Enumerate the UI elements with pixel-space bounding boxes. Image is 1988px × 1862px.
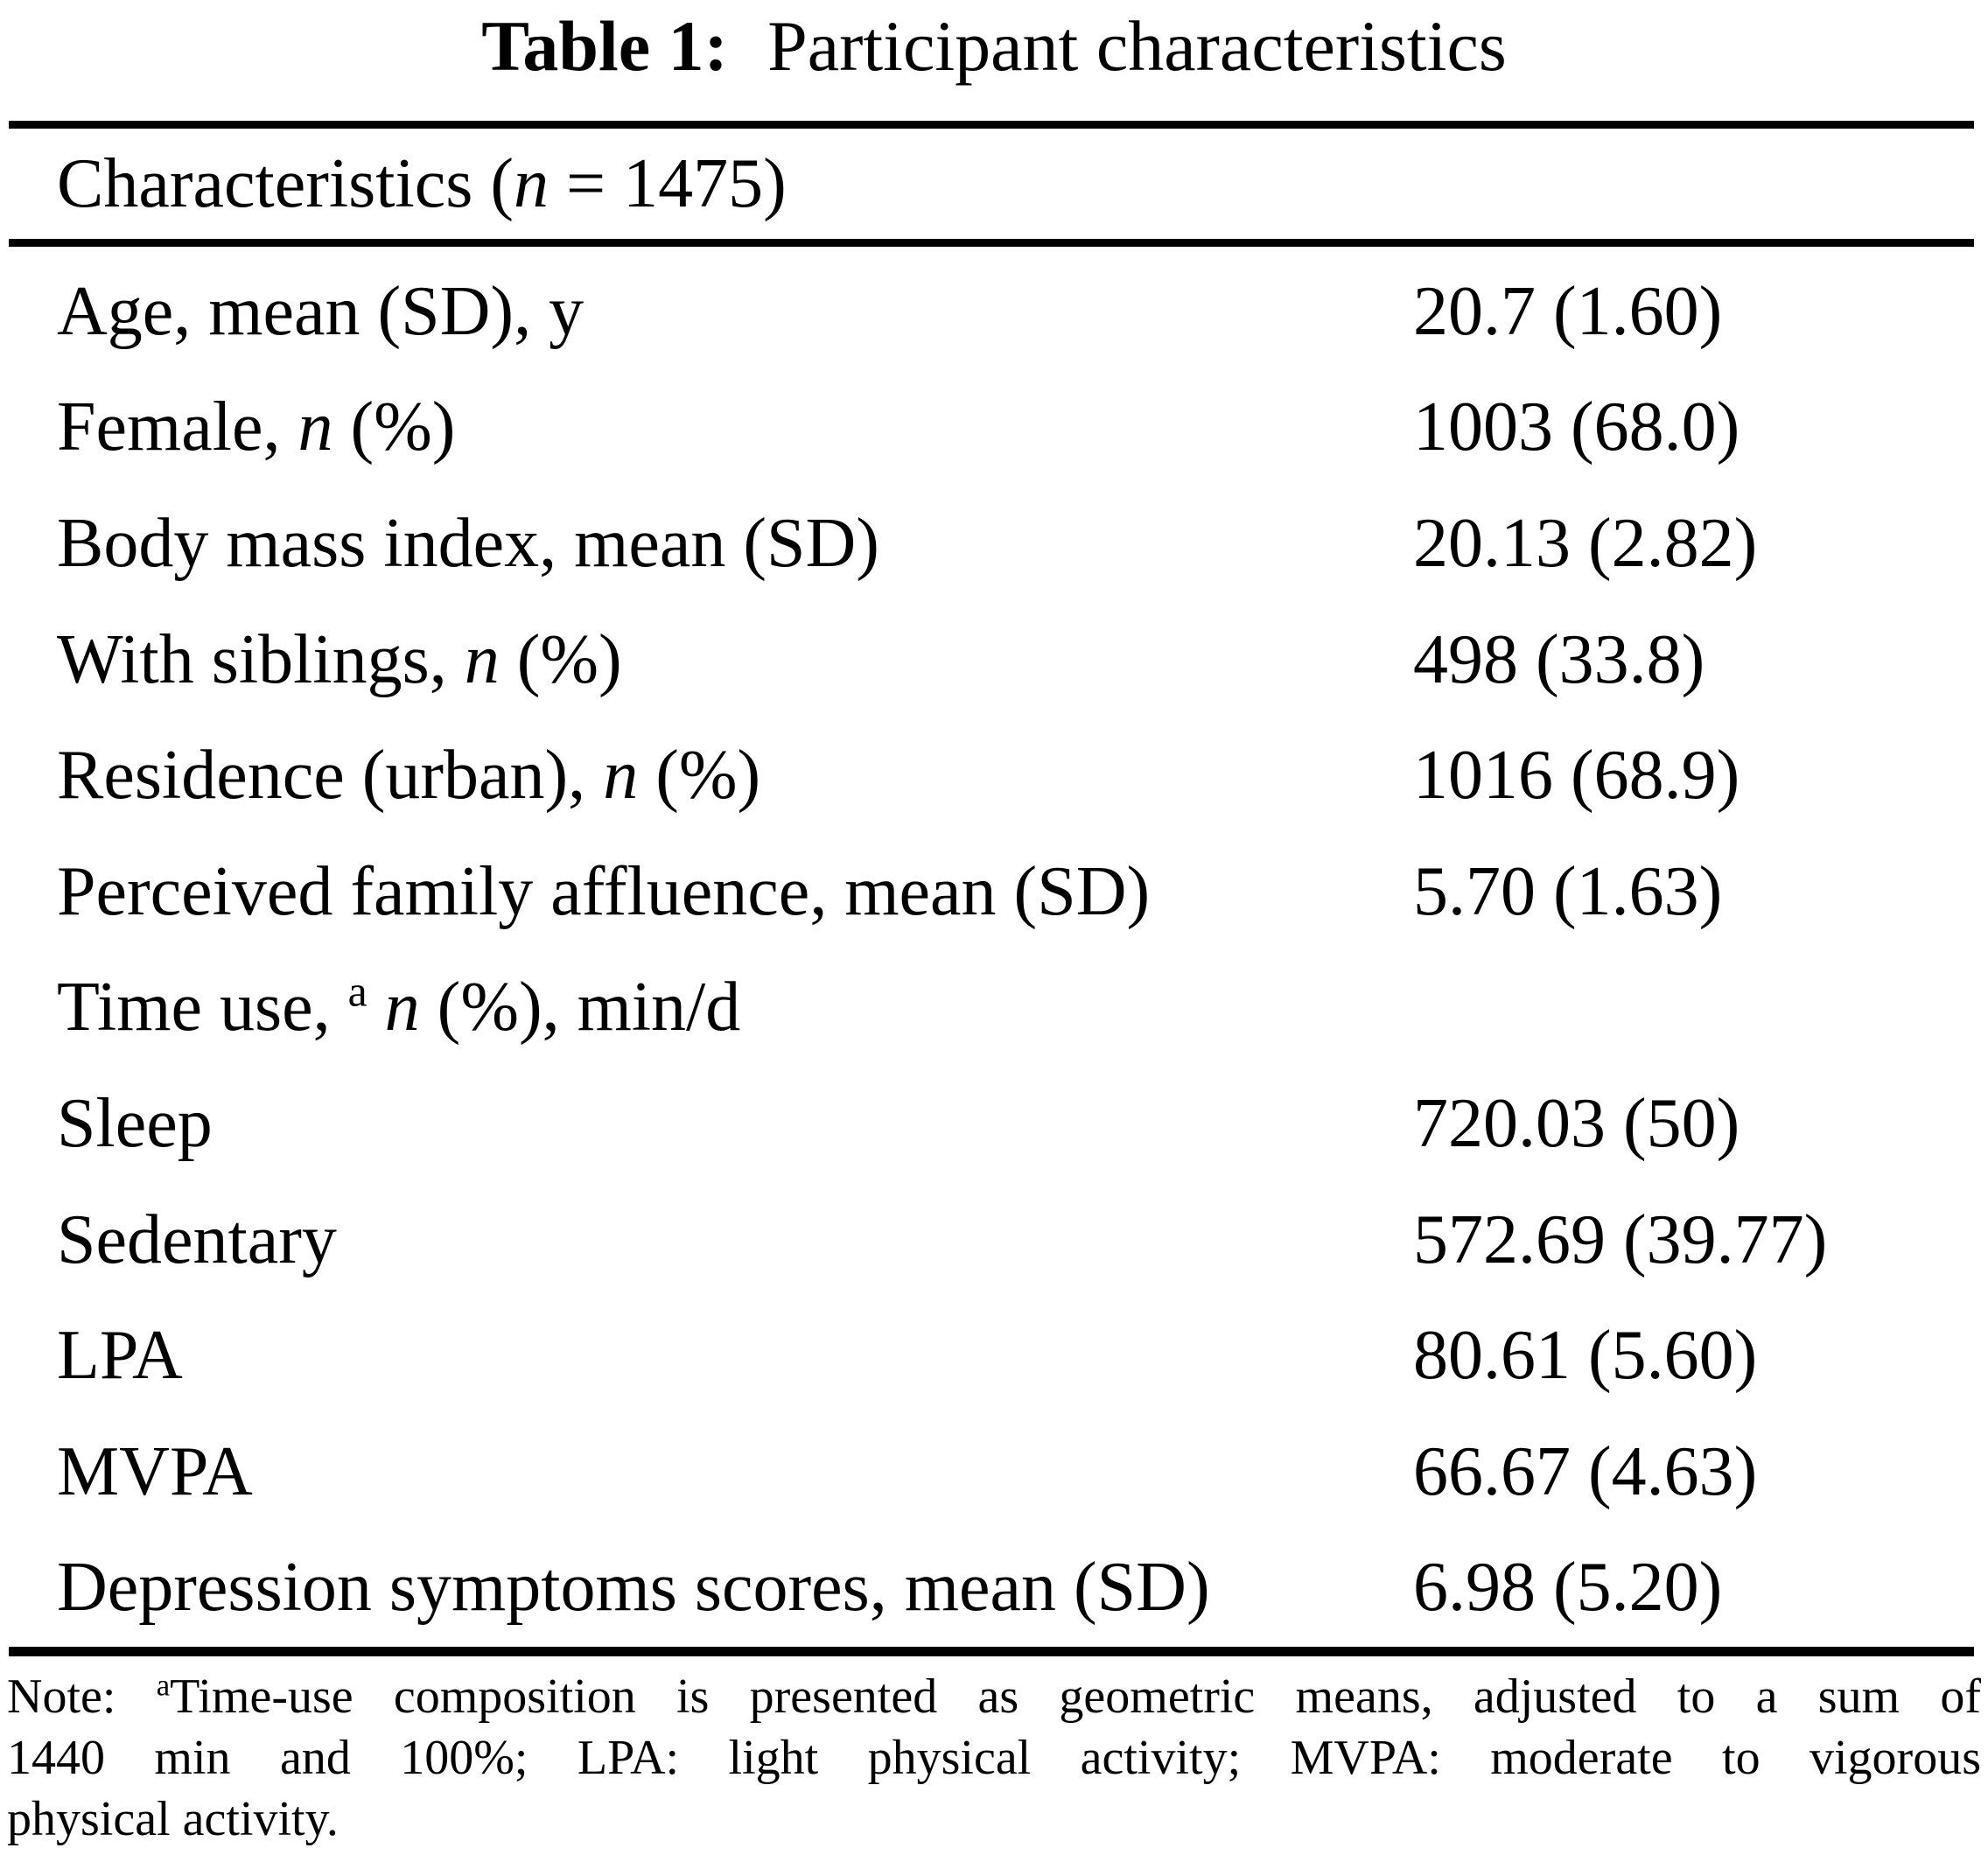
row-value: 6.98 (5.20): [1413, 1549, 1723, 1627]
row-label: Perceived family affluence, mean (SD): [57, 852, 1151, 930]
table-footnote: Note: aTime-use composition is presented…: [7, 1666, 1981, 1850]
table-row: With siblings, n (%) 498 (33.8): [0, 602, 1988, 718]
row-value: 720.03 (50): [1413, 1084, 1740, 1162]
table-title: Table 1: Participant characteristics: [0, 5, 1988, 88]
row-value: 66.67 (4.63): [1413, 1432, 1758, 1510]
row-label: Sedentary: [57, 1200, 337, 1278]
table-row: Residence (urban), n (%) 1016 (68.9): [0, 718, 1988, 834]
row-label: With siblings, n (%): [57, 620, 622, 698]
row-label: Female, n (%): [57, 388, 456, 466]
table-row: Time use, a n (%), min/d: [0, 950, 1988, 1067]
row-label: MVPA: [57, 1432, 253, 1510]
row-label: Age, mean (SD), y: [57, 272, 584, 350]
table-row: Sleep 720.03 (50): [0, 1066, 1988, 1182]
table-row: Age, mean (SD), y 20.7 (1.60): [0, 254, 1988, 370]
row-value: 20.7 (1.60): [1413, 272, 1723, 350]
table-row: Body mass index, mean (SD) 20.13 (2.82): [0, 486, 1988, 602]
row-value: 5.70 (1.63): [1413, 852, 1723, 930]
footnote-line: Note: aTime-use composition is presented…: [7, 1668, 1981, 1724]
table-header-rule: [9, 239, 1974, 247]
footnote-line: 1440 min and 100%; LPA: light physical a…: [7, 1731, 1981, 1785]
table-row: Sedentary 572.69 (39.77): [0, 1182, 1988, 1298]
footnote-line: physical activity.: [7, 1792, 339, 1846]
row-label: Time use, a n (%), min/d: [57, 967, 741, 1046]
row-label: Residence (urban), n (%): [57, 737, 761, 815]
table-row: Female, n (%) 1003 (68.0): [0, 370, 1988, 486]
row-value: 498 (33.8): [1413, 620, 1705, 698]
row-label: Sleep: [57, 1084, 213, 1162]
row-value: 1003 (68.0): [1413, 388, 1740, 466]
row-value: 20.13 (2.82): [1413, 504, 1758, 582]
table-top-rule: [9, 121, 1974, 129]
table-bottom-rule: [9, 1647, 1974, 1656]
table-row: LPA 80.61 (5.60): [0, 1298, 1988, 1414]
row-value: 572.69 (39.77): [1413, 1200, 1828, 1278]
table-row: MVPA 66.67 (4.63): [0, 1414, 1988, 1530]
table-row: Depression symptoms scores, mean (SD) 6.…: [0, 1530, 1988, 1647]
table-body: Age, mean (SD), y 20.7 (1.60) Female, n …: [0, 254, 1988, 1646]
table-title-text: Participant characteristics: [767, 6, 1507, 86]
row-label: Body mass index, mean (SD): [57, 504, 879, 582]
table-title-number: Table 1:: [481, 6, 728, 86]
row-value: 80.61 (5.60): [1413, 1317, 1758, 1395]
row-label: Depression symptoms scores, mean (SD): [57, 1549, 1210, 1627]
table-row: Perceived family affluence, mean (SD) 5.…: [0, 834, 1988, 950]
row-value: 1016 (68.9): [1413, 737, 1740, 815]
row-label: LPA: [57, 1317, 183, 1395]
table-header-row: Characteristics (n = 1475): [0, 129, 1988, 239]
table-header-label: Characteristics (n = 1475): [57, 144, 787, 222]
